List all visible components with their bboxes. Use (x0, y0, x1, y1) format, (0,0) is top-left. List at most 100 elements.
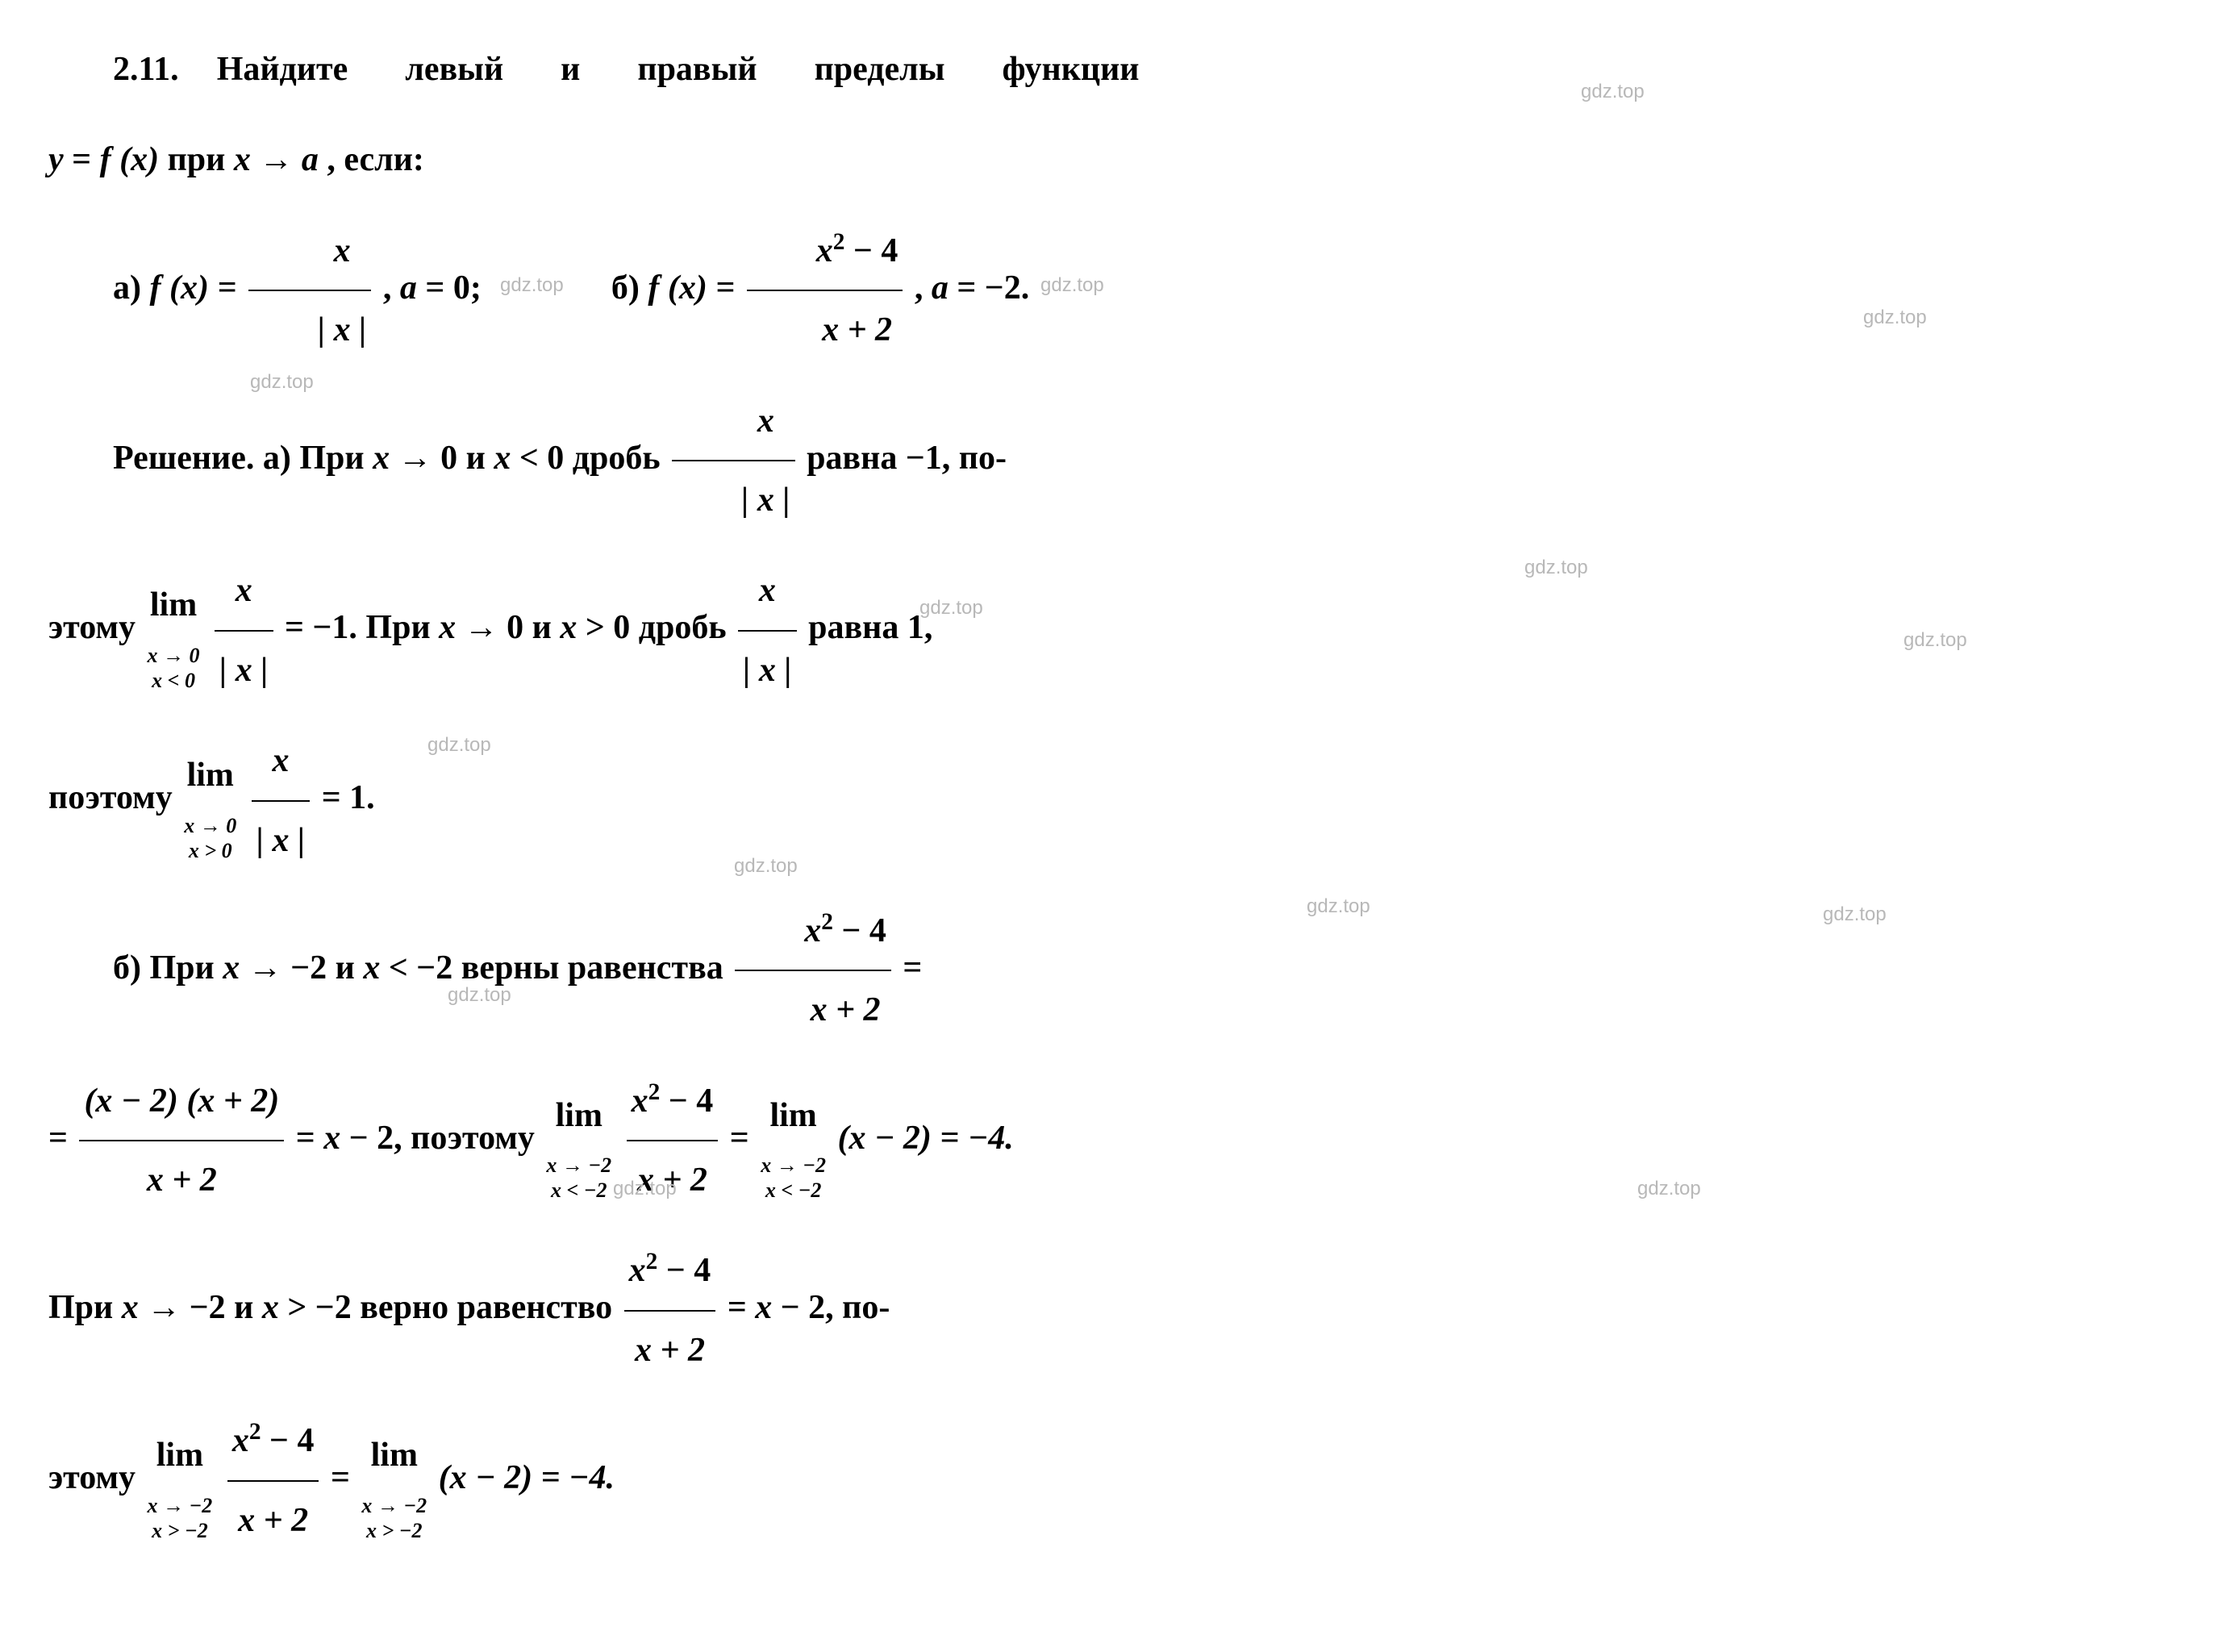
exponent: 2 (249, 1419, 261, 1445)
text: При (299, 440, 373, 477)
var-x: x (439, 609, 456, 646)
denominator: | x | (672, 461, 795, 537)
var-x: x (262, 1290, 279, 1327)
content-block: 2.11. Найдите левый и правый пределы фун… (48, 32, 2166, 1558)
watermark-text: gdz.top (1040, 274, 1104, 297)
limit: lim x → 0 x > 0 (184, 738, 236, 863)
denominator: x + 2 (227, 1482, 319, 1558)
exponent: 2 (821, 909, 833, 935)
text: > 0 дробь (586, 609, 735, 646)
result: = 1. (322, 779, 375, 816)
func-arg: (x) = (169, 269, 245, 307)
solution-b-line3: При x → −2 и x > −2 верно равенство x2 −… (48, 1233, 2166, 1387)
denominator: | x | (738, 632, 797, 707)
var-x: x (494, 440, 511, 477)
result: = −1. При (285, 609, 439, 646)
limit: lim x → −2 x > −2 (361, 1418, 427, 1543)
num-tail: − 4 (261, 1422, 315, 1459)
watermark-text: gdz.top (1581, 81, 1645, 103)
problem-line1: 2.11. Найдите левый и правый пределы фун… (48, 32, 2166, 106)
denominator: x + 2 (79, 1141, 284, 1217)
fraction: x2 − 4 x + 2 (735, 894, 891, 1048)
var-y: y (48, 141, 64, 178)
sep: , (915, 269, 932, 307)
problem-word: правый (637, 51, 757, 88)
limit: lim x → −2 x < −2 (761, 1078, 826, 1204)
problem-line2: y = f (x) при x → a , если: (48, 123, 2166, 197)
fraction: x2 − 4 x + 2 (747, 214, 903, 368)
text: равна −1, по- (807, 440, 1007, 477)
watermark-text: gdz.top (613, 1178, 677, 1200)
watermark-text: gdz.top (448, 984, 511, 1007)
var-x: x (560, 609, 577, 646)
var-x: x (223, 949, 240, 987)
watermark-text: gdz.top (1637, 1178, 1701, 1200)
solution-b-line4: этому lim x → −2 x > −2 x2 − 4 x + 2 = l… (48, 1404, 2166, 1558)
numerator-tail: − 4 (844, 232, 898, 269)
text: < −2 верны равенства (389, 949, 732, 987)
num-tail: − 4 (660, 1083, 713, 1120)
text: − 2, по- (781, 1290, 890, 1327)
text: При (48, 1290, 122, 1327)
numerator-x: x (816, 232, 833, 269)
numerator: x2 − 4 (624, 1233, 716, 1311)
lim-symbol: lim (148, 568, 200, 642)
numerator: x (215, 553, 273, 631)
fraction: x | x | (248, 214, 372, 368)
lim-subscript: x → −2 (148, 1493, 213, 1518)
part-b-marker: б) (113, 949, 150, 987)
watermark-text: gdz.top (1307, 895, 1370, 918)
lim-subscript: x > −2 (361, 1518, 427, 1543)
text: при (168, 141, 234, 178)
watermark-text: gdz.top (1823, 903, 1887, 926)
eq: = (728, 1290, 755, 1327)
fraction: x | x | (252, 724, 311, 878)
arrow-text: → 0 и (398, 440, 494, 477)
problem-word: и (561, 51, 580, 88)
limit: lim x → 0 x < 0 (148, 568, 200, 693)
eq: = (903, 949, 922, 987)
watermark-text: gdz.top (1524, 557, 1588, 579)
arrow-text: → −2 и (248, 949, 364, 987)
fraction: x | x | (738, 553, 797, 707)
denominator: | x | (248, 291, 372, 367)
var-x: x (122, 1290, 139, 1327)
denominator: | x | (215, 632, 273, 707)
func-f: f (150, 269, 161, 307)
problem-word: функции (1003, 51, 1140, 88)
problem-parts: а) f (x) = x | x | , a = 0; б) f (x) = x… (48, 214, 2166, 368)
watermark-text: gdz.top (427, 734, 491, 757)
watermark-text: gdz.top (250, 371, 314, 394)
lim-subscript: x < −2 (546, 1178, 611, 1203)
lim-subscript: x → −2 (761, 1153, 826, 1178)
text: поэтому (48, 779, 181, 816)
num-x: x (632, 1083, 648, 1120)
lim-symbol: lim (184, 738, 236, 812)
lim-subscript: x → 0 (184, 813, 236, 838)
lim-subscript: x → −2 (546, 1153, 611, 1178)
numerator: x (738, 553, 797, 631)
solution-a-line2: этому lim x → 0 x < 0 x | x | = −1. При … (48, 553, 2166, 707)
lim-subscript: x < 0 (148, 668, 200, 693)
solution-a-line1: Решение. а) При x → 0 и x < 0 дробь x | … (48, 384, 2166, 538)
exponent: 2 (648, 1079, 661, 1105)
lim-symbol: lim (761, 1078, 826, 1153)
exponent: 2 (646, 1249, 658, 1274)
denominator: x + 2 (624, 1312, 716, 1387)
text: > −2 верно равенство (287, 1290, 620, 1327)
lim-subscript: x < −2 (761, 1178, 826, 1203)
var-x: x (363, 949, 380, 987)
var-a: a (302, 141, 319, 178)
problem-word: Найдите (217, 51, 348, 88)
problem-word: левый (405, 51, 503, 88)
problem-word: пределы (815, 51, 945, 88)
eq: = (296, 1120, 323, 1157)
num-x: x (629, 1252, 646, 1289)
numerator: x (252, 724, 311, 801)
arrow-text: → 0 и (465, 609, 561, 646)
func-arg: (x) = (668, 269, 744, 307)
text: равна 1, (808, 609, 932, 646)
numerator: x (248, 214, 372, 291)
fraction: x2 − 4 x + 2 (624, 1233, 716, 1387)
lim-subscript: x > 0 (184, 838, 236, 863)
